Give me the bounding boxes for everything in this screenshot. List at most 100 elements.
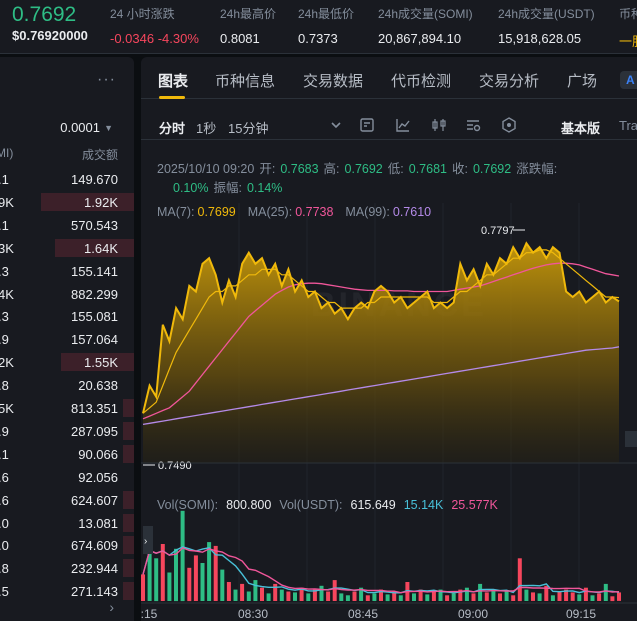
interval-1s[interactable]: 1秒: [196, 121, 217, 136]
order-book-row[interactable]: .1 149.670: [0, 168, 134, 190]
order-book-row[interactable]: .0 674.609: [0, 534, 134, 556]
price-chart[interactable]: BINANCE 0.7490 0.7797 :1508:3008:4509:00…: [141, 141, 637, 621]
more-options-icon[interactable]: ···: [97, 71, 116, 88]
order-book-row[interactable]: 2K 1.55K: [0, 351, 134, 373]
volume-bar: [451, 593, 456, 601]
chevron-right-icon[interactable]: ›: [144, 536, 147, 547]
row-amount: .8: [0, 378, 9, 394]
volume-bar: [583, 587, 588, 601]
volume-label: Vol(USDT):: [279, 498, 343, 512]
column-header-amount: MI): [0, 146, 14, 160]
order-book-row[interactable]: 5K 813.351: [0, 397, 134, 419]
order-book-row[interactable]: .1 570.543: [0, 214, 134, 236]
volume-bar: [597, 593, 602, 601]
volume-bar: [141, 574, 145, 601]
legend-text: 0.10%: [173, 181, 209, 195]
ai-assistant-icon[interactable]: A: [620, 71, 637, 89]
candlestick-icon[interactable]: [430, 116, 448, 134]
volume-pane-handle[interactable]: [143, 526, 153, 554]
volume-bar: [385, 594, 390, 602]
order-book-row[interactable]: .9 287.095: [0, 420, 134, 442]
tick-size-select[interactable]: 0.0001: [60, 120, 100, 135]
stat-24h-volume-base: 24h成交量(SOMI) 20,867,894.10: [378, 5, 473, 46]
tab-token-check[interactable]: 代币检测: [391, 73, 452, 90]
order-book-row[interactable]: .1 90.066: [0, 443, 134, 465]
row-total: 882.299: [71, 286, 118, 302]
volume-bar: [617, 592, 621, 601]
stat-value: -0.0346 -4.30%: [110, 31, 199, 46]
legend-text: 开:: [259, 162, 276, 176]
order-book-row[interactable]: 3K 1.64K: [0, 237, 134, 259]
depth-bar: [123, 582, 134, 601]
chevron-down-icon[interactable]: [327, 116, 345, 134]
volume-bar: [365, 595, 370, 601]
depth-bar: [123, 513, 134, 532]
volume-bar: [200, 563, 205, 601]
row-total: 1.55K: [84, 355, 118, 371]
volume-bar: [174, 548, 178, 602]
stat-token-info[interactable]: 币种 一股: [619, 5, 637, 50]
order-book-row[interactable]: .9 157.064: [0, 328, 134, 350]
settings-icon[interactable]: [464, 116, 482, 134]
ma7-line: [142, 249, 620, 414]
volume-bar: [299, 587, 304, 601]
view-mode-basic[interactable]: 基本版: [561, 121, 601, 136]
ohlc-legend: 2025/10/10 09:20 开: 0.7683 高: 0.7692 低: 0.7681…: [157, 158, 562, 177]
order-book-row[interactable]: .0 13.081: [0, 512, 134, 534]
volume-bar: [491, 589, 496, 601]
stat-value: 0.7373: [298, 31, 338, 46]
legend-text: 2025/10/10 09:20: [157, 162, 255, 176]
volume-bar: [372, 593, 377, 601]
order-book-row[interactable]: 4K 882.299: [0, 283, 134, 305]
tab-square[interactable]: 广场: [567, 73, 598, 90]
order-book-row[interactable]: .3 155.081: [0, 305, 134, 327]
order-book-row[interactable]: .5 271.143: [0, 580, 134, 602]
volume-bar: [193, 555, 198, 601]
chevron-down-icon[interactable]: ▼: [104, 123, 113, 133]
order-book-row[interactable]: .3 155.141: [0, 260, 134, 282]
interval-15m[interactable]: 15分钟: [228, 121, 269, 136]
volume-bar: [332, 580, 337, 601]
line-chart-icon[interactable]: [394, 116, 412, 134]
tab-chart[interactable]: 图表: [158, 73, 189, 90]
stat-24h-change: 24 小时涨跌 -0.0346 -4.30%: [110, 5, 199, 46]
depth-bar: [54, 238, 134, 257]
volume-bar: [517, 558, 522, 602]
hexagon-icon[interactable]: [500, 116, 518, 134]
order-book-row[interactable]: .8 20.638: [0, 374, 134, 396]
tab-token-info[interactable]: 币种信息: [215, 73, 276, 90]
chevron-right-icon[interactable]: ›: [109, 599, 114, 615]
volume-bar: [352, 591, 357, 601]
volume-value: 800.800: [226, 498, 272, 512]
view-mode-tradingview[interactable]: Tra: [619, 118, 637, 133]
depth-bar: [61, 353, 134, 372]
volume-bar: [187, 567, 192, 602]
order-book-row[interactable]: .8 232.944: [0, 557, 134, 579]
stat-label: 24h成交量(SOMI): [378, 7, 473, 21]
indicator-icon[interactable]: [358, 116, 376, 134]
high-price-label: 0.7797: [481, 225, 515, 237]
stat-label: 24h最高价: [220, 7, 277, 21]
order-book-row[interactable]: .6 624.607: [0, 489, 134, 511]
column-header-total: 成交额: [81, 148, 118, 162]
volume-bar: [550, 595, 555, 601]
volume-bar: [253, 580, 258, 601]
tab-trade-analysis[interactable]: 交易分析: [479, 73, 540, 90]
volume-bar: [531, 592, 535, 601]
volume-bar: [180, 510, 185, 602]
volume-bar: [590, 595, 595, 601]
row-total: 157.064: [71, 332, 118, 348]
legend-text: 收:: [451, 162, 468, 176]
volume-bar: [207, 542, 212, 601]
volume-bar: [412, 593, 416, 601]
row-total: 90.066: [78, 446, 118, 462]
order-book-row[interactable]: .6 92.056: [0, 466, 134, 488]
row-amount: 4K: [0, 286, 14, 302]
volume-bar: [458, 589, 463, 601]
tab-trading-data[interactable]: 交易数据: [303, 73, 364, 90]
interval-time-sharing[interactable]: 分时: [159, 121, 186, 136]
ma-label: MA(99):: [345, 205, 390, 219]
volume-ma-line: [142, 546, 620, 594]
stat-label: 24 小时涨跌: [110, 7, 175, 21]
order-book-row[interactable]: 9K 1.92K: [0, 191, 134, 213]
